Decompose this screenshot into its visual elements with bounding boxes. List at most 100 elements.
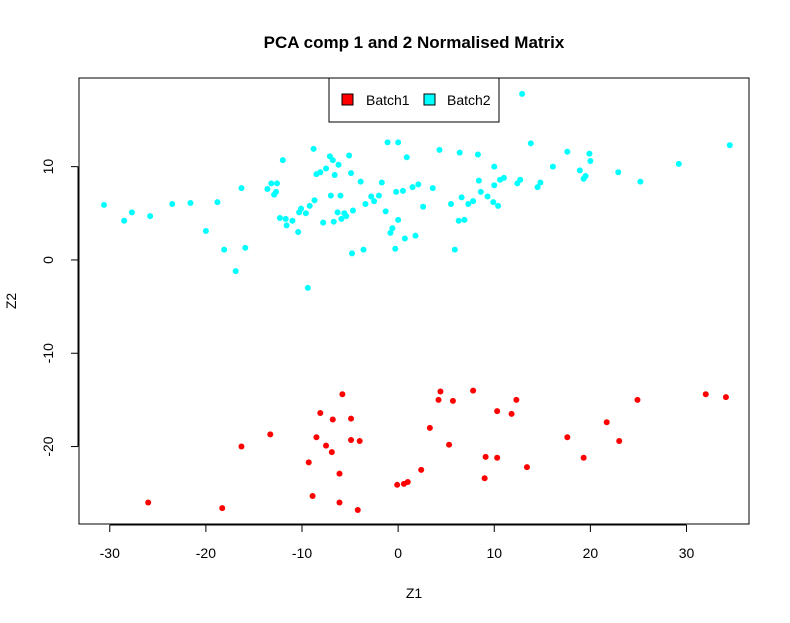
- point-batch2: [349, 207, 356, 214]
- point-batch2: [519, 90, 526, 97]
- point-batch2: [395, 216, 402, 223]
- point-batch2: [474, 151, 481, 158]
- x-axis: -30 -20 -10 0 10 20 30: [100, 524, 695, 561]
- point-batch1: [336, 499, 343, 506]
- legend-label-batch1: Batch1: [366, 92, 410, 108]
- point-batch2: [415, 181, 422, 188]
- point-batch1: [722, 394, 729, 401]
- point-batch1: [437, 388, 444, 395]
- point-batch2: [375, 192, 382, 199]
- x-tick-label: -30: [100, 545, 120, 561]
- point-batch1: [309, 493, 316, 500]
- point-batch1: [634, 396, 641, 403]
- point-batch1: [580, 454, 587, 461]
- y-tick-label: 0: [40, 256, 56, 264]
- point-batch2: [283, 222, 290, 229]
- point-batch2: [475, 177, 482, 184]
- point-batch2: [395, 139, 402, 146]
- point-batch2: [399, 187, 406, 194]
- point-batch1: [348, 415, 355, 422]
- point-batch1: [426, 424, 433, 431]
- point-batch2: [615, 169, 622, 176]
- point-batch2: [187, 200, 194, 207]
- point-batch1: [564, 434, 571, 441]
- point-batch1: [702, 391, 709, 398]
- point-batch2: [586, 150, 593, 157]
- point-batch2: [392, 245, 399, 252]
- x-axis-title: Z1: [406, 585, 423, 601]
- point-batch2: [362, 200, 369, 207]
- point-batch2: [387, 229, 394, 236]
- point-batch2: [202, 228, 209, 235]
- y-axis: -20 -10 0 10: [40, 159, 79, 457]
- point-batch2: [330, 218, 337, 225]
- point-batch1: [329, 416, 336, 423]
- point-batch2: [337, 192, 344, 199]
- data-points: [100, 90, 733, 514]
- point-batch1: [418, 466, 425, 473]
- point-batch1: [449, 397, 456, 404]
- point-batch2: [726, 142, 733, 149]
- point-batch2: [264, 186, 271, 193]
- point-batch2: [327, 192, 334, 199]
- point-batch2: [276, 214, 283, 221]
- point-batch1: [238, 443, 245, 450]
- point-batch2: [310, 145, 317, 152]
- point-batch2: [465, 200, 472, 207]
- point-batch2: [147, 213, 154, 220]
- point-batch2: [537, 179, 544, 186]
- point-batch1: [494, 408, 501, 415]
- point-batch2: [587, 158, 594, 165]
- point-batch2: [409, 184, 416, 191]
- point-batch1: [603, 419, 610, 426]
- point-batch1: [494, 454, 501, 461]
- point-batch2: [534, 184, 541, 191]
- point-batch2: [335, 161, 342, 168]
- point-batch2: [582, 172, 589, 179]
- point-batch2: [279, 157, 286, 164]
- point-batch1: [523, 464, 530, 471]
- point-batch2: [378, 179, 385, 186]
- point-batch2: [334, 209, 341, 216]
- point-batch2: [576, 167, 583, 174]
- y-tick-label: 10: [40, 159, 56, 175]
- point-batch1: [219, 505, 226, 512]
- point-batch2: [549, 163, 556, 170]
- point-batch1: [339, 391, 346, 398]
- point-batch2: [329, 157, 336, 164]
- legend: Batch1 Batch2: [328, 77, 500, 123]
- point-batch2: [461, 216, 468, 223]
- point-batch2: [382, 208, 389, 215]
- point-batch2: [221, 246, 228, 253]
- point-batch2: [121, 217, 128, 224]
- plot-frame: [78, 77, 750, 525]
- point-batch2: [343, 213, 350, 220]
- point-batch2: [242, 244, 249, 251]
- point-batch1: [317, 409, 324, 416]
- point-batch2: [491, 182, 498, 189]
- point-batch2: [455, 217, 462, 224]
- point-batch2: [348, 170, 355, 177]
- chart-title: PCA comp 1 and 2 Normalised Matrix: [264, 33, 565, 52]
- point-batch1: [470, 387, 477, 394]
- point-batch2: [456, 149, 463, 156]
- point-batch2: [282, 215, 289, 222]
- point-batch2: [527, 140, 534, 147]
- x-tick-label: -20: [196, 545, 216, 561]
- point-batch2: [100, 201, 107, 208]
- point-batch2: [384, 139, 391, 146]
- point-batch2: [393, 188, 400, 195]
- x-tick-label: -10: [292, 545, 312, 561]
- point-batch2: [331, 172, 338, 179]
- y-axis-title: Z2: [3, 293, 19, 310]
- point-batch2: [311, 197, 318, 204]
- point-batch1: [267, 431, 274, 438]
- point-batch2: [470, 198, 477, 205]
- point-batch2: [302, 210, 309, 217]
- point-batch2: [500, 174, 507, 181]
- point-batch1: [481, 475, 488, 482]
- point-batch2: [477, 188, 484, 195]
- point-batch2: [346, 152, 353, 159]
- point-batch1: [145, 499, 152, 506]
